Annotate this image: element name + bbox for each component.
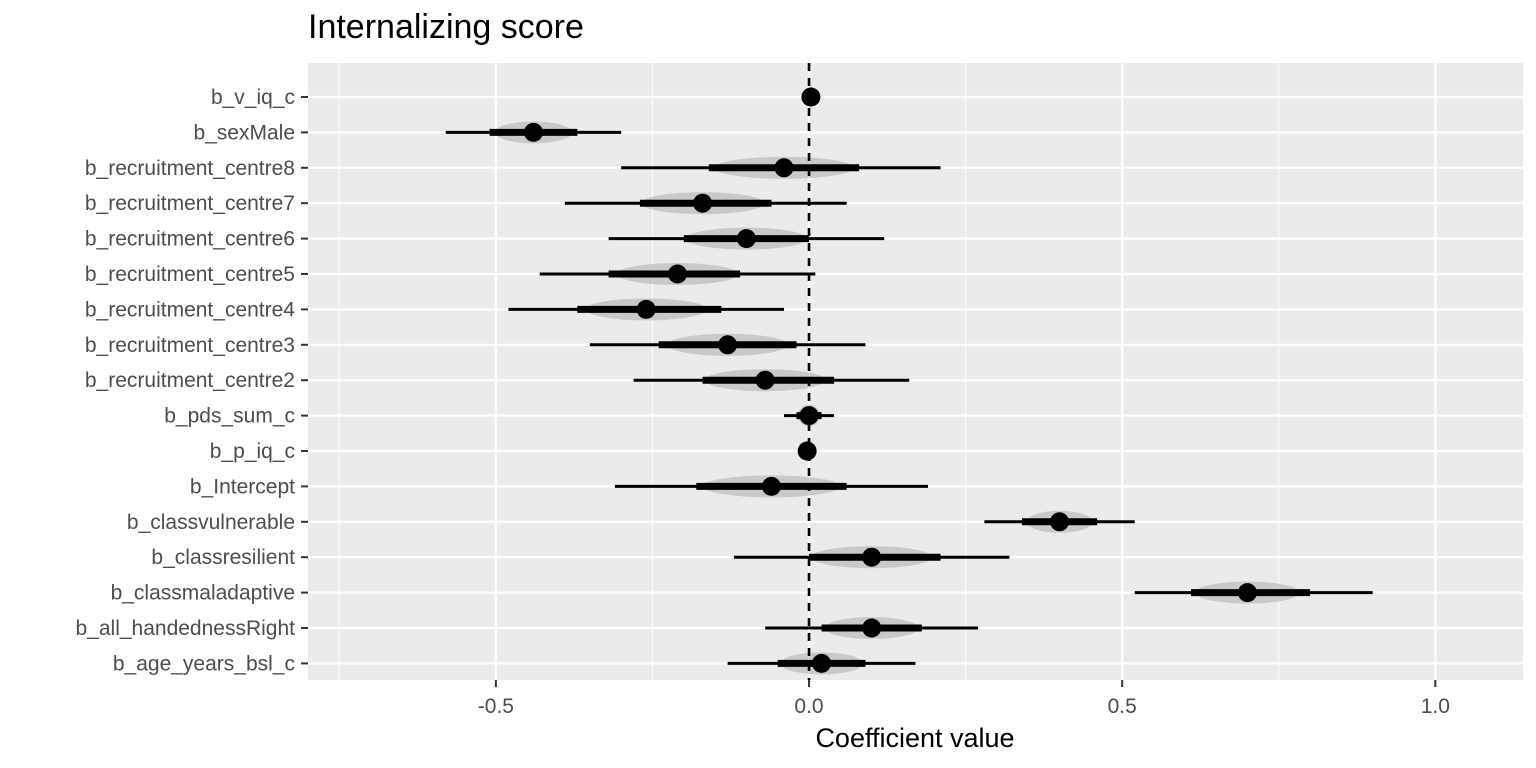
y-tick-label-b-classresilient: b_classresilient xyxy=(151,546,295,569)
y-tick-label-b-all-handednessright: b_all_handednessRight xyxy=(75,617,295,640)
point-b-recruitment-centre8 xyxy=(774,158,794,178)
x-tick-label-0-0: 0.0 xyxy=(794,695,823,718)
y-tick-label-b-recruitment-centre2: b_recruitment_centre2 xyxy=(85,369,295,392)
y-tick-label-b-sexmale: b_sexMale xyxy=(193,121,295,144)
x-axis: -0.5 0.0 0.5 1.0 xyxy=(478,680,1450,718)
chart-title: Internalizing score xyxy=(308,8,584,46)
point-b-v-iq-c xyxy=(801,87,821,107)
point-b-recruitment-centre5 xyxy=(668,264,688,284)
y-tick-label-b-v-iq-c: b_v_iq_c xyxy=(211,86,295,109)
y-tick-label-b-recruitment-centre7: b_recruitment_centre7 xyxy=(85,192,295,215)
x-axis-title: Coefficient value xyxy=(815,723,1014,753)
y-tick-label-b-recruitment-centre6: b_recruitment_centre6 xyxy=(85,228,295,251)
point-b-age-years-bsl-c xyxy=(812,653,832,673)
point-b-recruitment-centre4 xyxy=(636,299,656,319)
y-tick-label-b-pds-sum-c: b_pds_sum_c xyxy=(164,405,295,428)
point-b-all-handednessright xyxy=(862,618,882,638)
y-tick-label-b-classmaladaptive: b_classmaladaptive xyxy=(111,582,295,605)
y-tick-label-b-age-years-bsl-c: b_age_years_bsl_c xyxy=(113,652,295,675)
point-b-recruitment-centre6 xyxy=(736,229,756,249)
y-tick-label-b-intercept: b_Intercept xyxy=(190,475,295,498)
y-tick-label-b-recruitment-centre3: b_recruitment_centre3 xyxy=(85,334,295,357)
point-b-p-iq-c xyxy=(797,441,817,461)
point-b-classresilient xyxy=(862,547,882,567)
x-minor-grid xyxy=(338,63,1280,680)
point-b-recruitment-centre7 xyxy=(693,193,713,213)
point-b-classmaladaptive xyxy=(1237,583,1257,603)
plot-panel xyxy=(308,63,1523,680)
point-b-intercept xyxy=(761,476,781,496)
point-b-classvulnerable xyxy=(1050,512,1070,532)
point-layer xyxy=(523,87,1257,673)
x-tick-label-0-5: -0.5 xyxy=(478,695,514,718)
point-b-recruitment-centre2 xyxy=(755,370,775,390)
y-tick-label-b-recruitment-centre5: b_recruitment_centre5 xyxy=(85,263,295,286)
y-tick-label-b-p-iq-c: b_p_iq_c xyxy=(210,440,295,463)
point-b-sexmale xyxy=(523,122,543,142)
y-axis: b_v_iq_c b_sexMale b_recruitment_centre8 b_… xyxy=(75,86,308,675)
y-tick-label-b-recruitment-centre4: b_recruitment_centre4 xyxy=(85,298,295,321)
x-tick-label-1-0: 1.0 xyxy=(1421,695,1450,718)
point-b-recruitment-centre3 xyxy=(718,335,738,355)
y-tick-label-b-recruitment-centre8: b_recruitment_centre8 xyxy=(85,157,295,180)
x-tick-label-0-5: 0.5 xyxy=(1108,695,1137,718)
y-tick-label-b-classvulnerable: b_classvulnerable xyxy=(127,511,295,534)
